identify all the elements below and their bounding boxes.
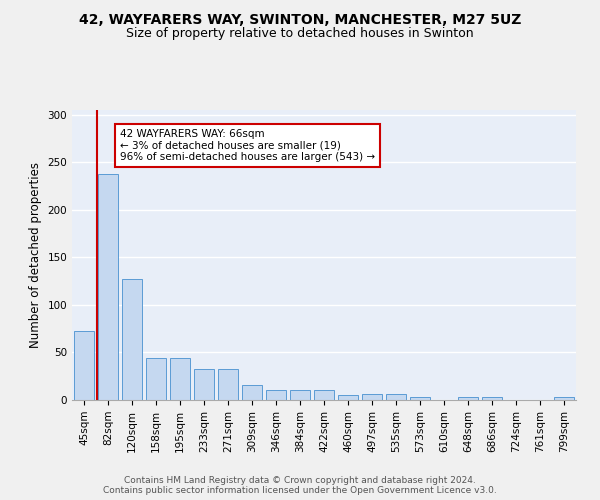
Bar	[338, 395, 358, 400]
Y-axis label: Number of detached properties: Number of detached properties	[29, 162, 42, 348]
Bar	[218, 368, 238, 400]
Text: 42 WAYFARERS WAY: 66sqm
← 3% of detached houses are smaller (19)
96% of semi-det: 42 WAYFARERS WAY: 66sqm ← 3% of detached…	[120, 129, 375, 162]
Bar	[410, 397, 430, 400]
Text: 42, WAYFARERS WAY, SWINTON, MANCHESTER, M27 5UZ: 42, WAYFARERS WAY, SWINTON, MANCHESTER, …	[79, 12, 521, 26]
Bar	[98, 174, 118, 400]
Bar	[386, 394, 406, 400]
Text: Contains HM Land Registry data © Crown copyright and database right 2024.
Contai: Contains HM Land Registry data © Crown c…	[103, 476, 497, 495]
Bar	[242, 385, 262, 400]
Bar	[314, 390, 334, 400]
Bar	[482, 397, 502, 400]
Bar	[74, 330, 94, 400]
Bar	[170, 358, 190, 400]
Bar	[266, 390, 286, 400]
Bar	[362, 394, 382, 400]
Bar	[122, 279, 142, 400]
Bar	[194, 368, 214, 400]
Bar	[458, 397, 478, 400]
Bar	[290, 390, 310, 400]
Bar	[554, 397, 574, 400]
Bar	[146, 358, 166, 400]
Text: Size of property relative to detached houses in Swinton: Size of property relative to detached ho…	[126, 28, 474, 40]
